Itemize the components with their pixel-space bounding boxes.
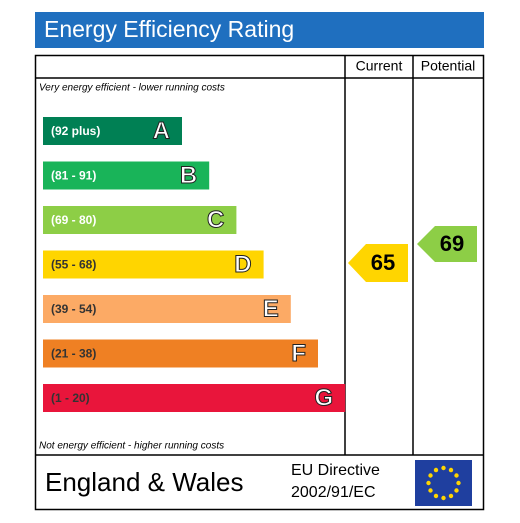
star xyxy=(426,480,431,486)
band-bar xyxy=(43,250,264,279)
band-bar xyxy=(43,161,210,190)
band-bar xyxy=(43,384,346,412)
star xyxy=(428,473,433,478)
top-note: Very energy efficient - lower running co… xyxy=(39,83,225,94)
band-range: (69 - 80) xyxy=(51,213,96,227)
star xyxy=(433,467,439,473)
band-letter: A xyxy=(153,117,170,144)
star xyxy=(448,467,454,473)
star xyxy=(441,495,446,501)
band-letter: F xyxy=(291,340,306,367)
bottom-note: Not energy efficient - higher running co… xyxy=(39,441,224,452)
band-letter: B xyxy=(180,162,197,189)
star xyxy=(456,480,461,486)
band-bar xyxy=(43,339,318,368)
band-bar xyxy=(43,117,182,145)
directive: EU Directive xyxy=(291,462,380,479)
band-letter: C xyxy=(207,206,224,233)
potential-rating: 69 xyxy=(440,231,464,256)
band-bar xyxy=(43,295,291,323)
star xyxy=(448,493,454,499)
table-frame xyxy=(34,54,485,511)
star xyxy=(441,465,446,471)
band-letter: E xyxy=(263,295,279,322)
current-rating: 65 xyxy=(371,250,395,275)
title: Energy Efficiency Rating xyxy=(44,16,294,42)
directive: 2002/91/EC xyxy=(291,484,376,501)
title-bar xyxy=(35,12,484,48)
star xyxy=(454,488,459,493)
band-range: (21 - 38) xyxy=(51,347,96,361)
star xyxy=(433,493,439,499)
band-range: (1 - 20) xyxy=(51,391,90,405)
current-arrow xyxy=(348,244,408,282)
region: England & Wales xyxy=(45,467,243,497)
bands: (92 plus) A (81 - 91) B (69 - 80) C (55 - 68) D… xyxy=(43,117,346,412)
potential-arrow xyxy=(417,226,477,262)
star xyxy=(454,473,459,478)
band-bar xyxy=(43,206,237,234)
band-range: (92 plus) xyxy=(51,124,100,138)
band-letter: D xyxy=(234,251,251,278)
star xyxy=(428,488,433,493)
band-range: (39 - 54) xyxy=(51,302,96,316)
col-header: Potential xyxy=(421,58,475,74)
band-range: (81 - 91) xyxy=(51,169,96,183)
eu-stars xyxy=(426,465,461,501)
band-range: (55 - 68) xyxy=(51,258,96,272)
col-header: Current xyxy=(356,58,403,74)
band-letter: G xyxy=(315,384,334,411)
